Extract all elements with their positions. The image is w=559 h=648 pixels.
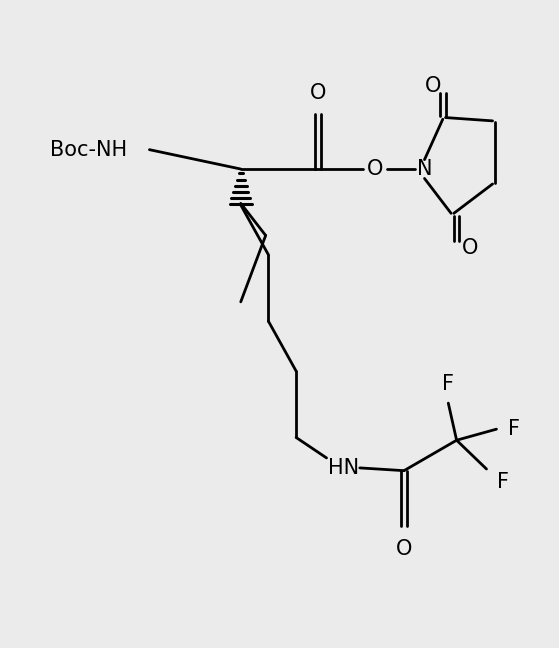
Text: O: O (396, 539, 412, 559)
Text: O: O (425, 76, 441, 96)
Text: F: F (497, 472, 509, 492)
Text: F: F (442, 374, 454, 394)
Text: F: F (508, 419, 520, 439)
Text: HN: HN (328, 458, 359, 478)
Text: Boc-NH: Boc-NH (50, 140, 127, 159)
Text: O: O (462, 238, 479, 258)
Text: O: O (367, 159, 383, 179)
Text: N: N (417, 159, 432, 179)
Text: O: O (310, 83, 326, 102)
